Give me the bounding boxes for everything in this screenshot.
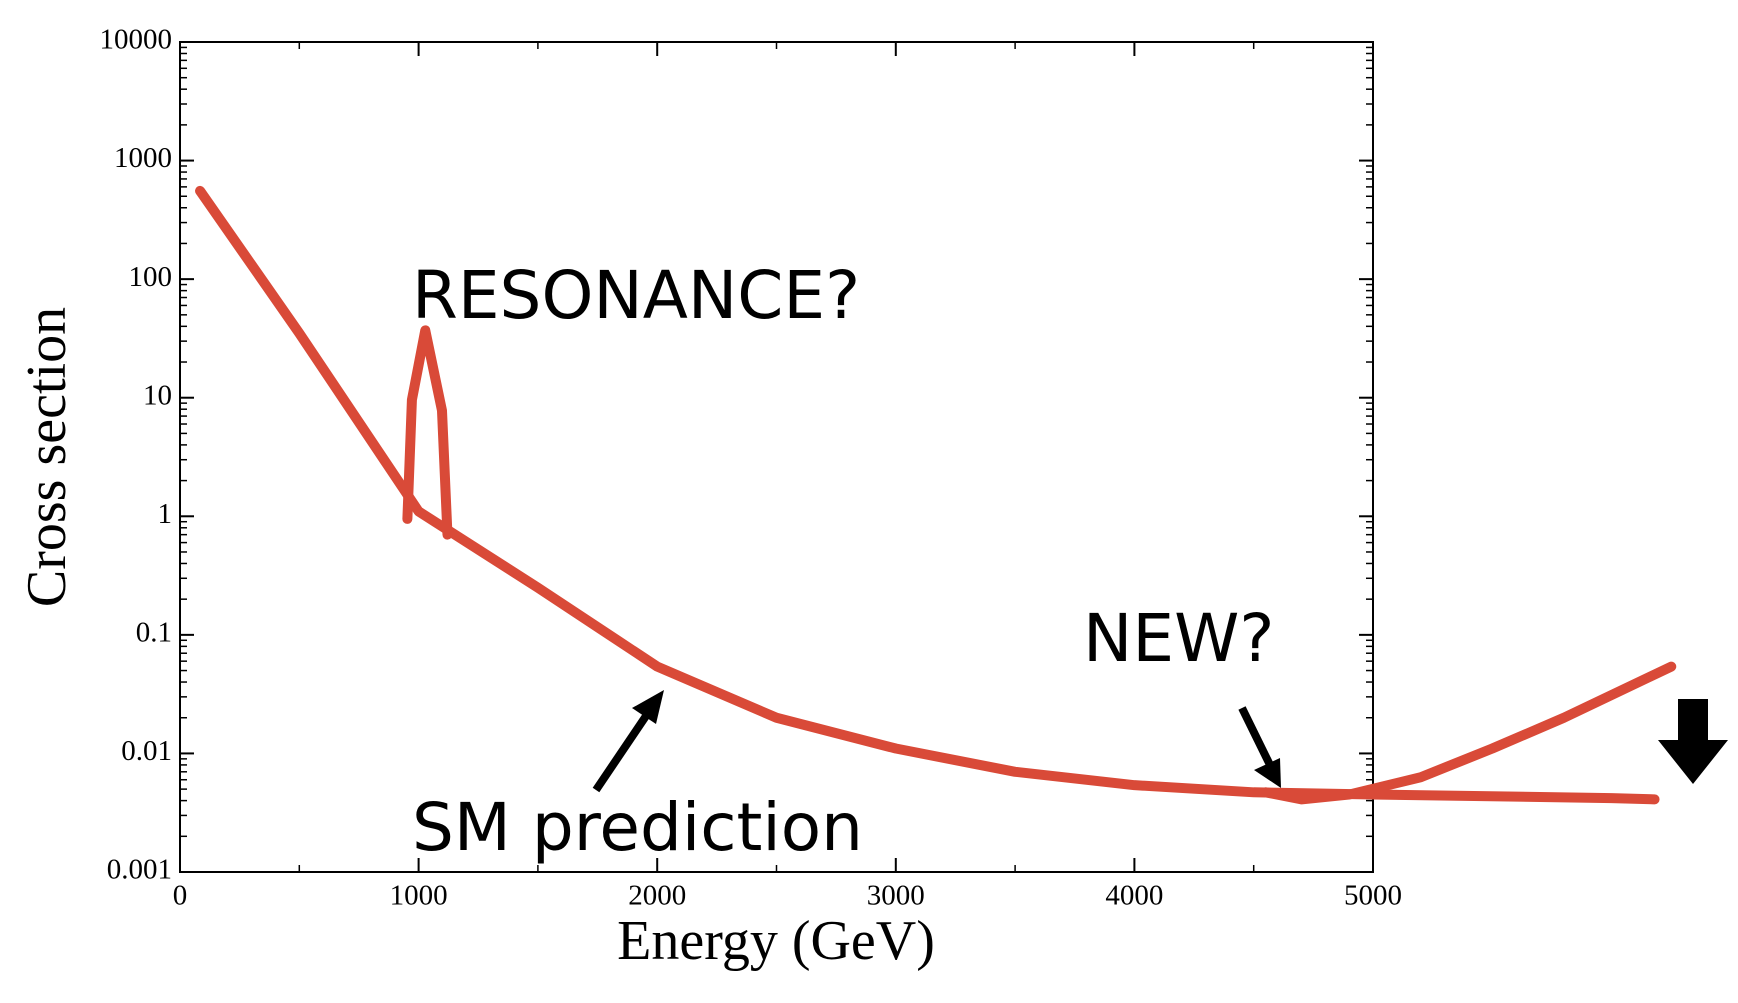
- annotation: SM prediction: [412, 789, 863, 866]
- arrows: [592, 690, 1728, 793]
- plot-frame: [179, 41, 1374, 873]
- x-tick-label: 4000: [1105, 880, 1163, 912]
- y-tick-label: 1000: [114, 142, 172, 174]
- x-tick-label: 0: [173, 880, 188, 912]
- x-axis-title: Energy (GeV): [617, 910, 935, 972]
- y-tick-label: 10000: [100, 24, 173, 56]
- line: [195, 185, 1660, 805]
- x-tick-label: 5000: [1344, 880, 1402, 912]
- y-tick-label: 100: [129, 261, 173, 293]
- line: [402, 325, 453, 540]
- annotation: NEW?: [1083, 600, 1274, 677]
- x-tick-label: 1000: [390, 880, 448, 912]
- y-tick-label: 0.001: [107, 854, 172, 886]
- y-tick-label: 0.01: [121, 735, 172, 767]
- x-tick-label: 2000: [628, 880, 686, 912]
- y-tick-label: 10: [143, 379, 172, 411]
- y-tick-label: 1: [158, 498, 173, 530]
- y-tick-label: 0.1: [136, 617, 172, 649]
- annotation: RESONANCE?: [412, 257, 860, 334]
- x-tick-label: 3000: [867, 880, 925, 912]
- y-axis-title: Cross section: [16, 307, 78, 607]
- line: [1260, 661, 1677, 805]
